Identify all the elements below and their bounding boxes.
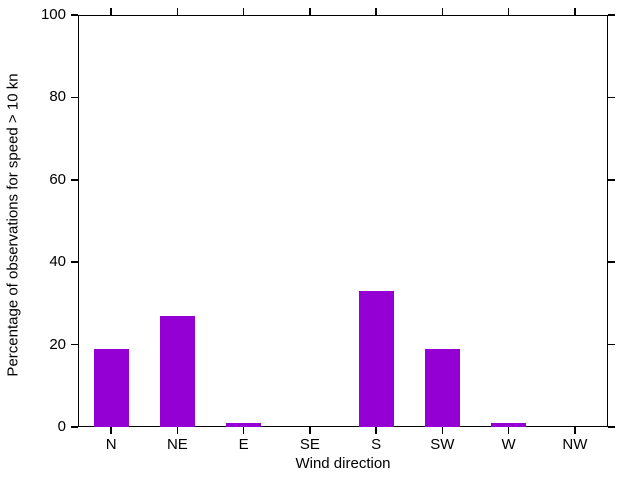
- y-tick-left: [71, 96, 78, 99]
- y-tick-left: [71, 14, 78, 16]
- bar-W: [491, 422, 527, 427]
- x-tick-label: W: [501, 436, 516, 453]
- x-axis-title: Wind direction: [295, 455, 391, 472]
- bar-N: [93, 348, 129, 427]
- y-tick-label: 80: [49, 88, 66, 106]
- x-tick-bottom: [441, 427, 444, 434]
- x-tick-top: [507, 8, 510, 15]
- x-tick-bottom: [242, 427, 245, 434]
- y-tick-left: [71, 426, 78, 428]
- bar-E: [226, 422, 262, 427]
- y-tick-left: [71, 343, 78, 346]
- x-tick-bottom: [110, 427, 112, 434]
- x-tick-bottom: [375, 427, 377, 434]
- plot-area: [78, 15, 608, 427]
- x-tick-top: [242, 8, 245, 15]
- x-tick-label: SE: [299, 436, 320, 453]
- bar-SW: [424, 348, 460, 427]
- y-tick-left: [71, 261, 78, 263]
- y-tick-right: [608, 14, 615, 16]
- x-tick-label: SW: [430, 436, 455, 453]
- x-tick-top: [574, 8, 576, 15]
- y-axis-title: Percentage of observations for speed > 1…: [4, 73, 22, 377]
- x-tick-label: S: [371, 436, 382, 453]
- x-tick-label: NE: [166, 436, 188, 453]
- x-tick-top: [110, 8, 112, 15]
- y-tick-label: 60: [49, 170, 66, 188]
- x-tick-bottom: [176, 427, 179, 434]
- x-tick-top: [176, 8, 179, 15]
- y-tick-right: [608, 179, 615, 181]
- y-tick-right: [608, 426, 615, 428]
- x-tick-label: NW: [562, 436, 588, 453]
- y-tick-left: [71, 179, 78, 181]
- y-tick-right: [608, 261, 615, 263]
- x-tick-bottom: [574, 427, 576, 434]
- x-tick-top: [375, 8, 377, 15]
- x-tick-bottom: [507, 427, 510, 434]
- x-tick-bottom: [309, 427, 311, 434]
- y-tick-label: 0: [57, 418, 66, 435]
- x-tick-label: E: [238, 436, 249, 453]
- bar-NE: [159, 315, 195, 427]
- y-tick-label: 20: [49, 335, 66, 353]
- bar-S: [358, 291, 394, 427]
- x-tick-label: N: [105, 436, 117, 453]
- y-tick-label: 40: [49, 253, 66, 271]
- y-tick-right: [608, 96, 615, 99]
- x-tick-top: [441, 8, 444, 15]
- y-tick-right: [608, 343, 615, 346]
- y-tick-label: 100: [40, 6, 66, 23]
- x-tick-top: [309, 8, 311, 15]
